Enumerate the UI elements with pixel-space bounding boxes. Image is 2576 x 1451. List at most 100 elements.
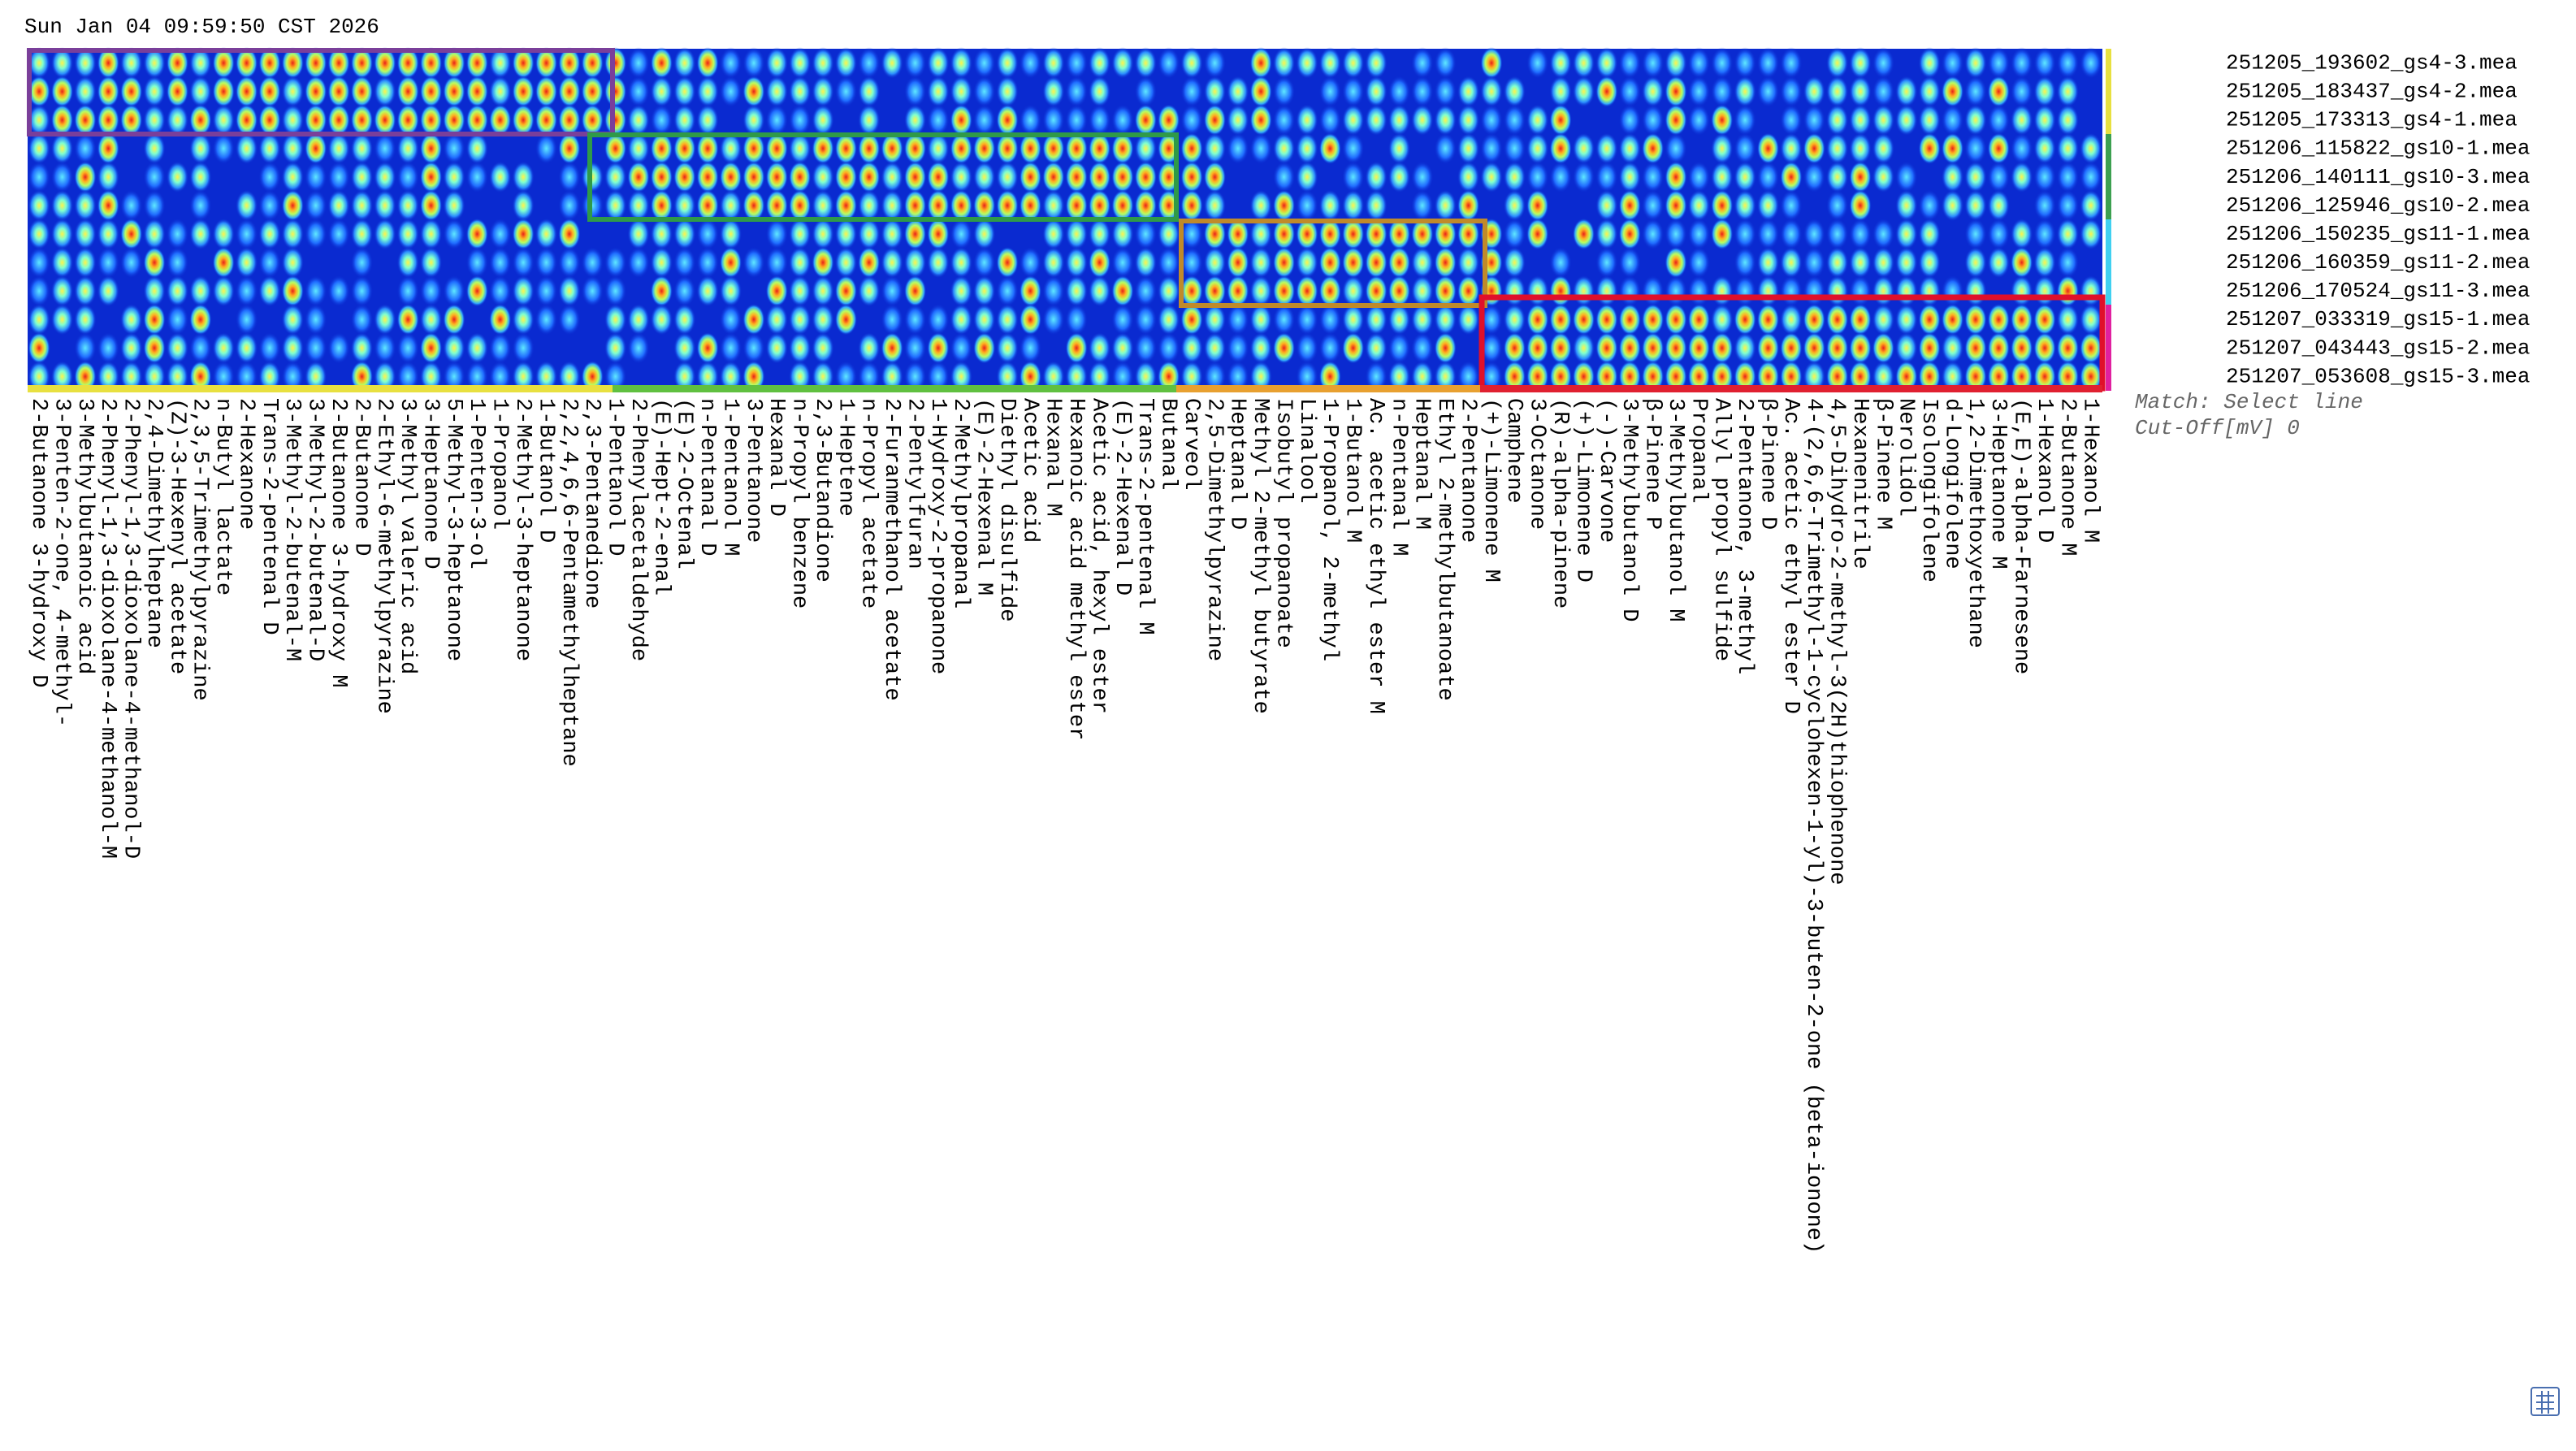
- heatmap-spot: [2080, 303, 2102, 336]
- heatmap-spot: [396, 246, 419, 279]
- heatmap-spot: [1665, 132, 1687, 165]
- heatmap-spot: [765, 189, 788, 222]
- heatmap-spot: [1134, 303, 1157, 336]
- heatmap-spot: [1203, 246, 1227, 279]
- heatmap-spot: [812, 189, 834, 222]
- heatmap-spot: [604, 104, 627, 136]
- compound-label: β-Pinene P: [1640, 398, 1665, 530]
- heatmap-spot: [374, 47, 396, 79]
- heatmap-spot: [1918, 76, 1941, 107]
- heatmap-spot: [1388, 246, 1411, 279]
- heatmap-spot: [1434, 218, 1457, 250]
- heatmap-spot: [327, 161, 350, 193]
- heatmap-spot: [2033, 303, 2056, 336]
- heatmap-spot: [1203, 332, 1227, 364]
- heatmap-spot: [512, 161, 535, 193]
- heatmap-spot: [1987, 161, 2010, 193]
- heatmap-spot: [1088, 132, 1111, 165]
- heatmap-spot: [1711, 76, 1734, 107]
- cutoff-text: Cut-Off[mV] 0: [2135, 416, 2300, 440]
- heatmap-spot: [1872, 104, 1895, 136]
- heatmap-spot: [1411, 361, 1434, 392]
- heatmap-spot: [1549, 303, 1572, 336]
- heatmap-spot: [28, 361, 50, 392]
- heatmap-spot: [1734, 303, 1756, 336]
- gallery-icon[interactable]: [2531, 1387, 2560, 1416]
- heatmap-spot: [881, 47, 903, 79]
- heatmap-spot: [1457, 303, 1480, 336]
- heatmap-spot: [1918, 189, 1941, 222]
- heatmap-spot: [1272, 275, 1296, 307]
- compound-label: 2,3-Pentanedione: [579, 398, 604, 609]
- heatmap-spot: [327, 275, 350, 307]
- heatmap-spot: [1642, 76, 1665, 107]
- heatmap-spot: [1849, 132, 1872, 165]
- heatmap-spot: [1918, 361, 1941, 392]
- heatmap-spot: [1642, 47, 1665, 79]
- heatmap-spot: [74, 218, 97, 250]
- heatmap-spot: [1895, 104, 1918, 136]
- compound-label: Ac. acetic ethyl ester D: [1778, 398, 1803, 714]
- heatmap-spot: [1503, 161, 1526, 193]
- heatmap-spot: [189, 104, 212, 136]
- compound-label: Heptanal D: [1225, 398, 1249, 530]
- heatmap-spot: [696, 161, 719, 193]
- heatmap-spot: [1849, 332, 1872, 364]
- compound-label: 1-Heptene: [833, 398, 857, 517]
- heatmap-spot: [604, 132, 627, 165]
- heatmap-spot: [120, 189, 143, 222]
- heatmap-spot: [558, 218, 581, 250]
- heatmap-spot: [650, 246, 673, 279]
- heatmap-spot: [1872, 47, 1895, 79]
- heatmap-spot: [1618, 246, 1641, 279]
- heatmap-spot: [1342, 132, 1365, 165]
- heatmap-spot: [996, 332, 1019, 364]
- heatmap-spot: [834, 132, 858, 165]
- heatmap-spot: [1042, 104, 1065, 136]
- heatmap-spot: [903, 246, 927, 279]
- compound-label: (+)-Limonene M: [1478, 398, 1503, 583]
- heatmap-spot: [1665, 218, 1687, 250]
- heatmap-spot: [465, 132, 488, 165]
- heatmap-spot: [1803, 161, 1825, 193]
- heatmap-spot: [1826, 189, 1849, 222]
- heatmap-spot: [50, 47, 74, 79]
- heatmap-spot: [558, 161, 581, 193]
- heatmap-spot: [1296, 132, 1318, 165]
- heatmap-spot: [1780, 161, 1803, 193]
- heatmap-spot: [465, 218, 488, 250]
- heatmap-spot: [789, 361, 812, 392]
- heatmap-spot: [1665, 275, 1687, 307]
- heatmap-spot: [235, 303, 258, 336]
- compound-label: 2-Butanone 3-hydroxy D: [26, 398, 50, 687]
- heatmap-spot: [1480, 132, 1503, 165]
- compound-label: (E)-2-Hexenal D: [1110, 398, 1134, 596]
- heatmap-spot: [419, 161, 443, 193]
- compound-label: Carveol: [1179, 398, 1203, 490]
- heatmap-spot: [489, 303, 512, 336]
- heatmap-spot: [1872, 332, 1895, 364]
- heatmap-spot: [1595, 246, 1618, 279]
- heatmap-spot: [973, 104, 996, 136]
- heatmap-spot: [327, 47, 350, 79]
- heatmap-spot: [1365, 161, 1388, 193]
- heatmap-spot: [1618, 161, 1641, 193]
- heatmap-spot: [765, 161, 788, 193]
- compound-label: Ac. acetic ethyl ester M: [1363, 398, 1388, 714]
- heatmap-spot: [2080, 332, 2102, 364]
- heatmap-spot: [212, 47, 235, 79]
- heatmap-spot: [1065, 361, 1088, 392]
- heatmap-spot: [927, 132, 950, 165]
- heatmap-spot: [1780, 47, 1803, 79]
- heatmap-spot: [1411, 189, 1434, 222]
- heatmap-spot: [465, 104, 488, 136]
- heatmap-spot: [189, 47, 212, 79]
- heatmap-spot: [1249, 104, 1272, 136]
- heatmap-spot: [1618, 189, 1641, 222]
- heatmap-spot: [189, 76, 212, 107]
- heatmap-spot: [212, 246, 235, 279]
- heatmap-spot: [1756, 275, 1780, 307]
- heatmap-spot: [1918, 332, 1941, 364]
- heatmap-spot: [419, 303, 443, 336]
